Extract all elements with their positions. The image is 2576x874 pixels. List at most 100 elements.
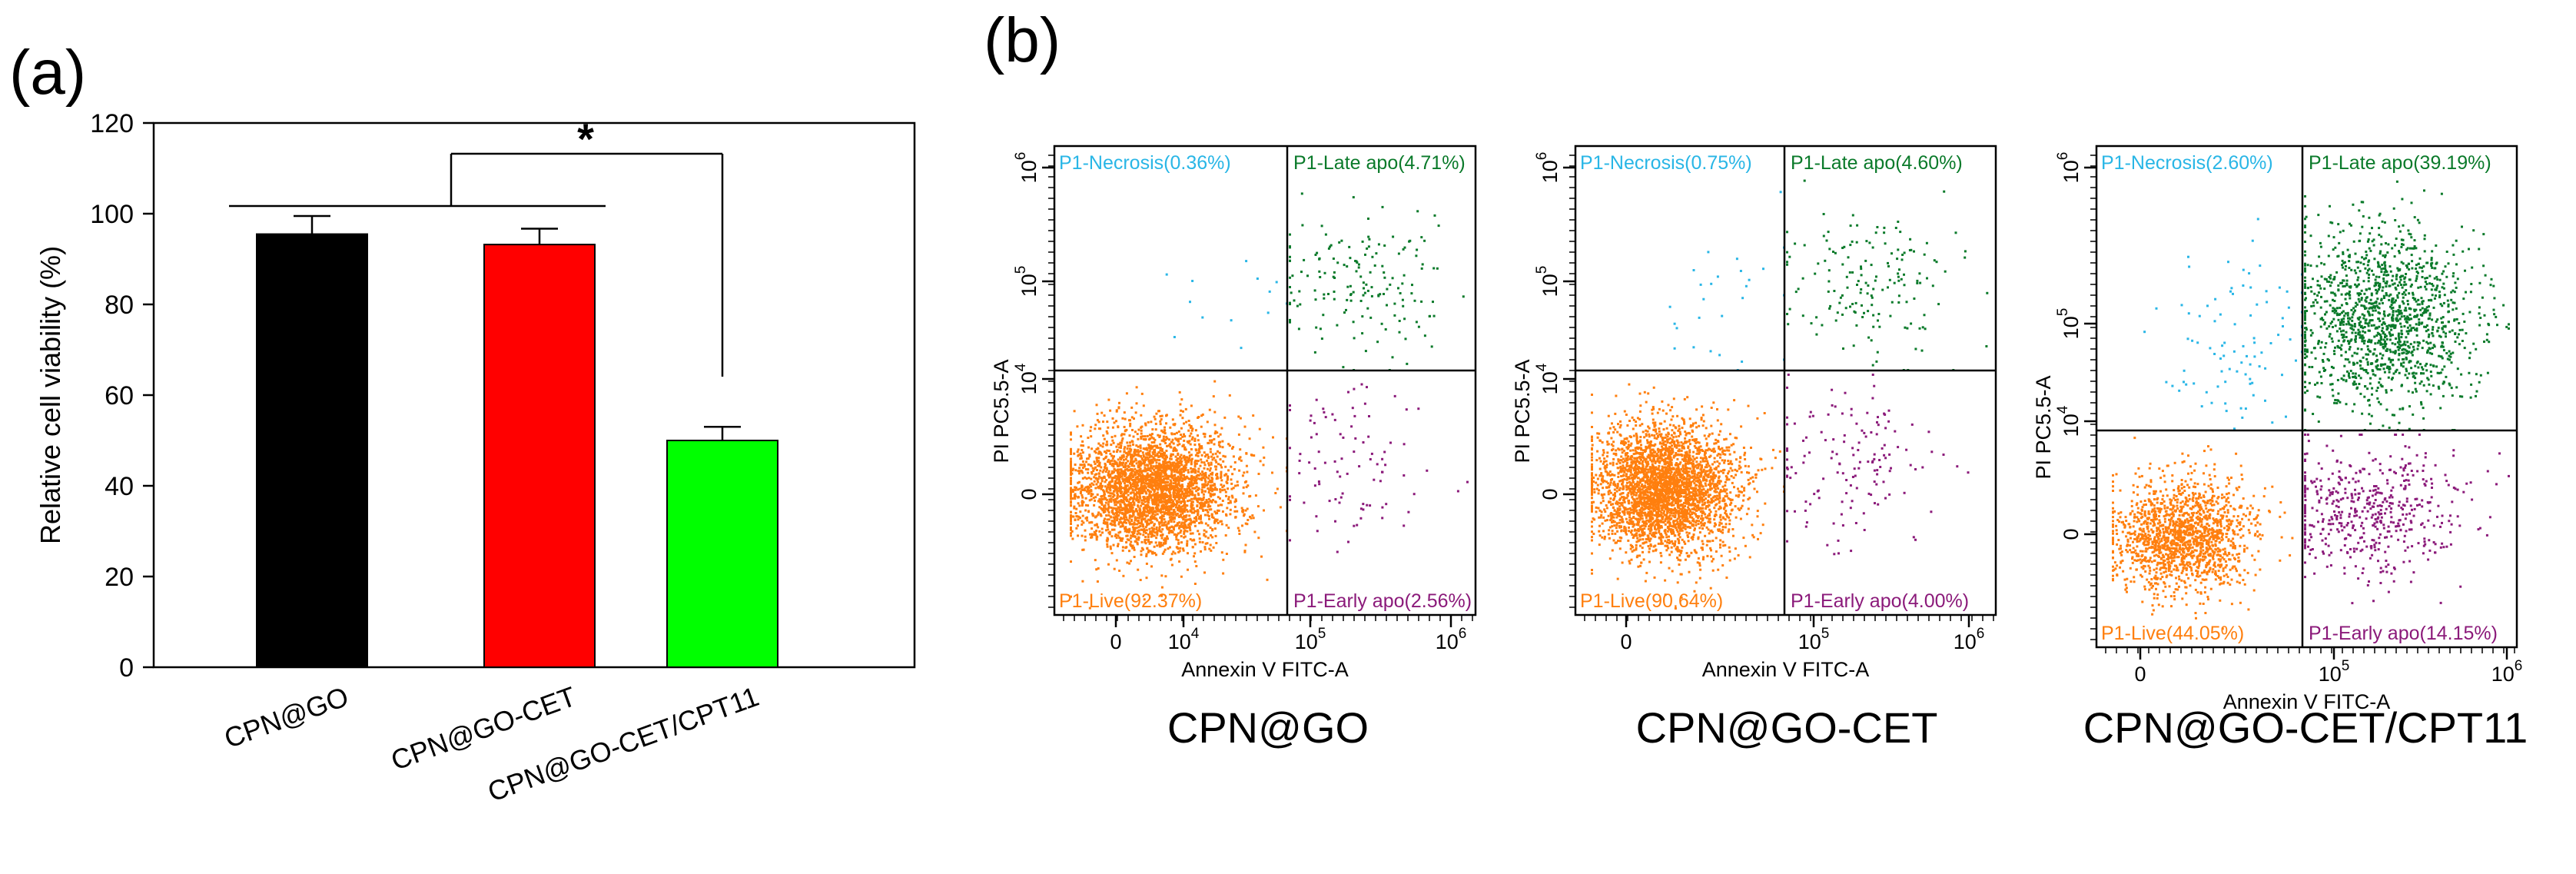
flow-event <box>1726 449 1729 452</box>
flow-event <box>1188 527 1191 530</box>
flow-event <box>1190 519 1193 522</box>
flow-event <box>1137 473 1140 475</box>
flow-event <box>1097 511 1100 514</box>
flow-event <box>1207 462 1210 465</box>
flow-event <box>1109 487 1112 490</box>
flow-event <box>1190 448 1193 450</box>
flow-event <box>1346 285 1349 288</box>
flow-event <box>1741 485 1744 488</box>
flow-event <box>1734 468 1737 471</box>
flow-event <box>1635 509 1638 512</box>
flow-event <box>1154 438 1157 441</box>
flow-plot-title: CPN@GO <box>1167 703 1369 752</box>
flow-event <box>1692 490 1695 493</box>
flow-event <box>1737 487 1739 490</box>
flow-event <box>1252 414 1255 417</box>
flow-event <box>1626 424 1629 427</box>
flow-event <box>1239 448 1242 451</box>
flow-event <box>1134 527 1137 530</box>
flow-event <box>1179 547 1182 550</box>
flow-event <box>1618 489 1621 491</box>
flow-event <box>1217 509 1220 512</box>
flow-event <box>1243 471 1246 474</box>
flow-event <box>1131 429 1134 431</box>
flow-event <box>1165 493 1168 497</box>
flow-event <box>1182 470 1185 473</box>
flow-event <box>1177 484 1180 487</box>
flow-event <box>1070 449 1072 451</box>
flow-event <box>1165 422 1167 425</box>
flow-event <box>1201 470 1204 474</box>
flow-event <box>1106 545 1109 548</box>
flow-event <box>1592 477 1595 479</box>
flow-event <box>1696 440 1699 444</box>
flow-event <box>1129 422 1132 425</box>
flow-event <box>1257 473 1260 475</box>
flow-event <box>1113 460 1116 463</box>
flow-event <box>1147 420 1150 424</box>
flow-event <box>1432 301 1434 304</box>
flow-event <box>1752 536 1755 539</box>
flow-event <box>1234 484 1237 487</box>
flow-event <box>1628 477 1631 480</box>
flow-event <box>1090 521 1094 524</box>
flow-event <box>1093 533 1096 537</box>
flow-event <box>1349 284 1352 287</box>
flow-event <box>1204 474 1207 477</box>
flow-event <box>1681 488 1684 491</box>
flow-event <box>1122 493 1125 496</box>
flow-event <box>1075 487 1077 489</box>
flow-event <box>1144 477 1147 480</box>
flow-event <box>1616 507 1619 510</box>
flow-event <box>1163 497 1165 500</box>
flow-event <box>1675 493 1678 496</box>
flow-event <box>1159 443 1162 446</box>
flow-event <box>1131 514 1134 517</box>
flow-event <box>1112 498 1115 501</box>
flow-event <box>1642 520 1645 523</box>
flow-event <box>1213 437 1216 440</box>
flow-event <box>1173 552 1177 555</box>
flow-event <box>1165 450 1168 452</box>
flow-event <box>1214 534 1217 537</box>
flow-event <box>1180 454 1183 457</box>
flow-event <box>1167 522 1170 525</box>
flow-event <box>1115 500 1118 503</box>
flow-event <box>1070 516 1072 519</box>
flow-event <box>1150 433 1154 436</box>
flow-event <box>1665 427 1668 430</box>
flow-event <box>1423 334 1426 337</box>
flow-event <box>1236 510 1239 513</box>
flow-event <box>1635 505 1638 508</box>
flow-event <box>1144 506 1147 509</box>
flow-event <box>1206 459 1209 462</box>
flow-event <box>1183 535 1187 538</box>
flow-event <box>1158 480 1161 483</box>
flow-event <box>1721 500 1725 503</box>
flow-event <box>1155 484 1158 487</box>
flow-event <box>1179 403 1182 406</box>
flow-event <box>1654 421 1657 424</box>
flow-event <box>1183 504 1186 507</box>
flow-event <box>1119 441 1122 444</box>
flow-event <box>1618 480 1622 483</box>
flow-event <box>1128 480 1130 482</box>
flow-event <box>1178 496 1181 499</box>
flow-event <box>1102 489 1104 492</box>
flow-event <box>1367 245 1370 248</box>
flow-event <box>1155 467 1158 470</box>
flow-event <box>1215 542 1218 544</box>
flow-event <box>1122 458 1125 461</box>
flow-event <box>1140 392 1144 395</box>
flow-event <box>1183 506 1187 509</box>
flow-event <box>1164 452 1167 454</box>
flow-event <box>1144 438 1147 441</box>
flow-event <box>1079 457 1082 460</box>
flow-event <box>1313 421 1316 424</box>
flow-event <box>1747 404 1750 407</box>
flow-event <box>1122 473 1124 476</box>
flow-event <box>1163 523 1166 527</box>
flow-event <box>1131 535 1134 538</box>
flow-event <box>1142 447 1145 450</box>
flow-event <box>1123 521 1125 524</box>
